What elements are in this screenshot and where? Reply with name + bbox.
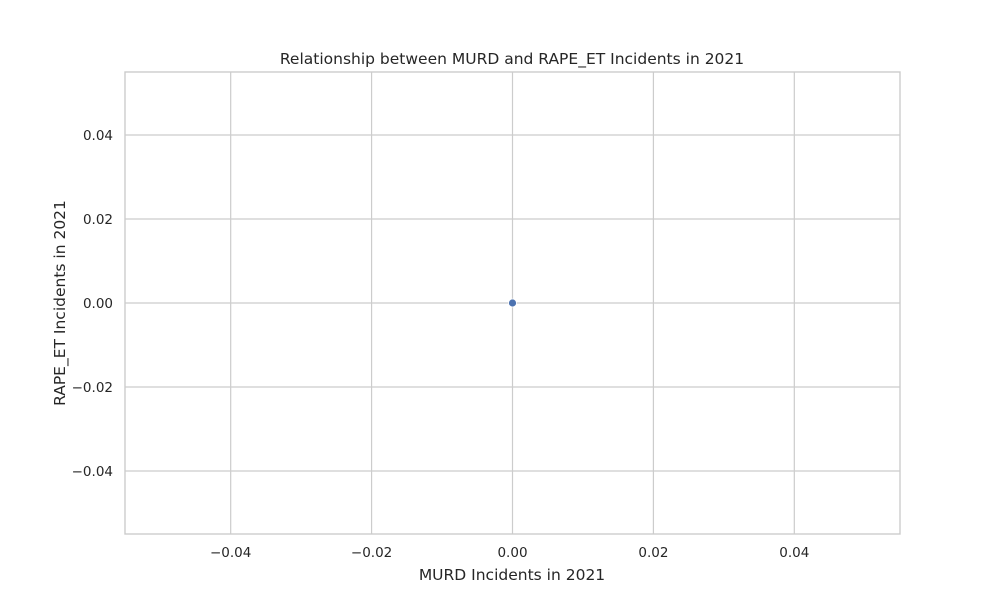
y-tick-label: 0.04 bbox=[83, 128, 113, 144]
x-tick-label: 0.02 bbox=[638, 545, 668, 561]
data-points bbox=[508, 298, 517, 308]
x-tick-label: 0.00 bbox=[497, 545, 527, 561]
y-axis-label: RAPE_ET Incidents in 2021 bbox=[51, 200, 70, 406]
y-tick-labels: −0.04 −0.02 0.00 0.02 0.04 bbox=[72, 128, 113, 480]
grid-lines bbox=[125, 72, 900, 534]
y-tick-label: 0.02 bbox=[83, 212, 113, 228]
x-tick-labels: −0.04 −0.02 0.00 0.02 0.04 bbox=[210, 545, 809, 561]
data-point bbox=[508, 298, 517, 308]
x-axis-label: MURD Incidents in 2021 bbox=[419, 566, 605, 584]
chart-title: Relationship between MURD and RAPE_ET In… bbox=[280, 50, 744, 69]
x-tick-label: −0.04 bbox=[210, 545, 251, 561]
y-tick-label: 0.00 bbox=[83, 296, 113, 312]
y-tick-label: −0.02 bbox=[72, 380, 113, 396]
x-tick-label: −0.02 bbox=[351, 545, 392, 561]
y-tick-label: −0.04 bbox=[72, 464, 113, 480]
x-tick-label: 0.04 bbox=[779, 545, 809, 561]
